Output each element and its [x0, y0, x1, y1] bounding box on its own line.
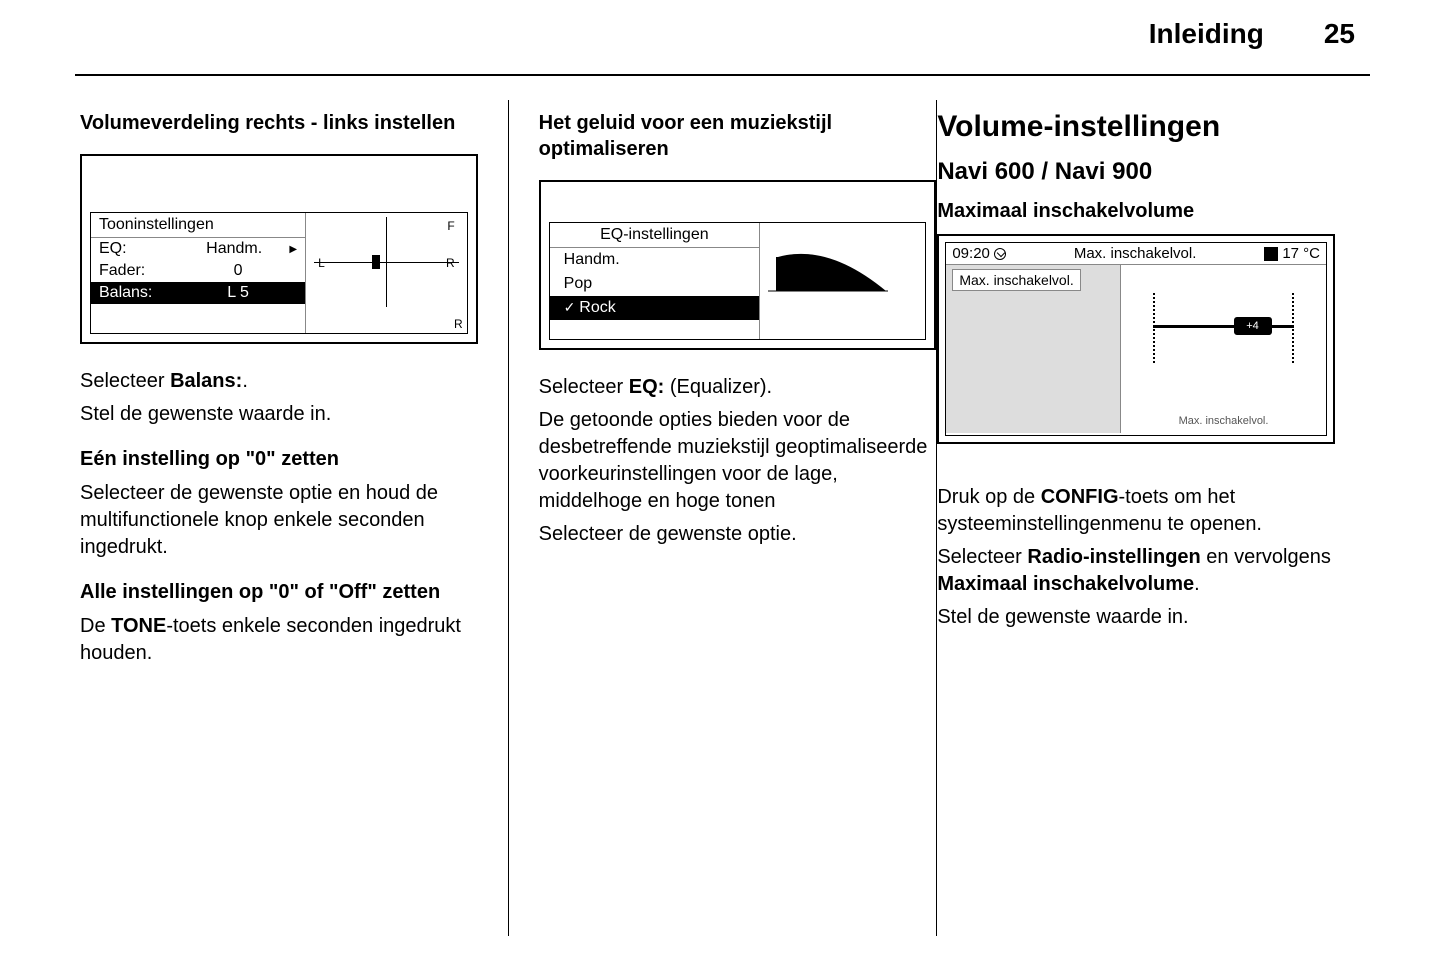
tone-eq-label: EQ:	[99, 240, 179, 258]
temperature-value: 17 °C	[1282, 245, 1320, 262]
col3-subheading: Navi 600 / Navi 900	[937, 158, 1335, 186]
column-2: Het geluid voor een muziekstijl optimali…	[509, 100, 937, 936]
col3-p2-prefix: Selecteer	[937, 546, 1027, 568]
eq-list: EQ-instellingen Handm. Pop Rock	[550, 223, 760, 339]
tone-panel: Tooninstellingen EQ: Handm. ▶ Fader: 0 B…	[90, 212, 468, 334]
header-divider	[75, 74, 1370, 76]
col3-p1-prefix: Druk op de	[937, 486, 1040, 508]
chevron-right-icon: ▶	[289, 244, 297, 255]
columns-container: Volumeverdeling rechts - links instellen…	[80, 100, 1365, 936]
col3-p1-bold: CONFIG	[1041, 486, 1119, 508]
page-header: Inleiding 25	[1149, 18, 1355, 50]
col1-p1: Selecteer Balans:.	[80, 368, 478, 395]
clock-icon	[994, 248, 1006, 260]
temperature: 17 °C	[1264, 245, 1320, 262]
tone-balance-label: Balans:	[99, 284, 179, 302]
col2-p3: Selecteer de gewenste optie.	[539, 521, 937, 548]
axis-label-r-bottom: R	[454, 317, 463, 331]
col2-heading: Het geluid voor een muziekstijl optimali…	[539, 110, 937, 162]
col1-p4: De TONE-toets enkele seconden ingedrukt …	[80, 613, 478, 667]
eq-item-rock[interactable]: Rock	[550, 296, 759, 320]
axis-label-l: L	[318, 256, 325, 270]
col3-p2-suffix: .	[1194, 573, 1200, 595]
eq-panel: EQ-instellingen Handm. Pop Rock	[549, 222, 927, 340]
col3-p3: Stel de gewenste waarde in.	[937, 604, 1335, 631]
col2-p1: Selecteer EQ: (Equalizer).	[539, 374, 937, 401]
volume-tab[interactable]: Max. inschakelvol.	[952, 269, 1080, 291]
volume-track	[1153, 325, 1294, 328]
col1-p1-bold: Balans:	[170, 370, 242, 392]
tone-balance-value: L 5	[179, 284, 297, 302]
col1-p2: Stel de gewenste waarde in.	[80, 401, 478, 428]
tone-settings-screenshot: Tooninstellingen EQ: Handm. ▶ Fader: 0 B…	[80, 154, 478, 344]
tone-row-fader[interactable]: Fader: 0	[91, 260, 305, 282]
col1-p3: Selecteer de gewenste optie en houd de m…	[80, 480, 478, 561]
col1-heading: Volumeverdeling rechts - links instellen	[80, 110, 478, 136]
col2-p1-suffix: (Equalizer).	[664, 376, 772, 398]
crosshair-horizontal	[314, 262, 459, 263]
page-number: 25	[1324, 18, 1355, 50]
col1-p1-suffix: .	[242, 370, 248, 392]
eq-curve-panel	[760, 223, 925, 339]
col3-subheading2: Maximaal inschakelvolume	[937, 198, 1335, 224]
col2-p2: De getoonde opties bieden voor de desbet…	[539, 407, 937, 515]
volume-right-panel: +4 Max. inschakelvol.	[1121, 265, 1326, 433]
eq-item-pop[interactable]: Pop	[550, 272, 759, 296]
volume-top-bar: 09:20 Max. inschakelvol. 17 °C	[946, 243, 1326, 265]
col1-h3: Alle instellingen op "0" of "Off" zetten	[80, 579, 478, 605]
column-3: Volume-instellingen Navi 600 / Navi 900 …	[937, 100, 1365, 936]
col1-p1-prefix: Selecteer	[80, 370, 170, 392]
clock-time: 09:20	[952, 245, 990, 262]
eq-item-handm[interactable]: Handm.	[550, 248, 759, 272]
column-1: Volumeverdeling rechts - links instellen…	[80, 100, 508, 936]
scale-dotline-right	[1292, 293, 1294, 363]
volume-screenshot: 09:20 Max. inschakelvol. 17 °C Max. insc…	[937, 234, 1335, 444]
col3-p2-bold1: Radio-instellingen	[1027, 546, 1200, 568]
axis-label-r-top: R	[446, 256, 455, 270]
tone-row-balance[interactable]: Balans: L 5	[91, 282, 305, 304]
col3-heading: Volume-instellingen	[937, 110, 1335, 144]
col1-h2: Eén instelling op "0" zetten	[80, 446, 478, 472]
volume-caption: Max. inschakelvol.	[1121, 415, 1326, 427]
header-section-title: Inleiding	[1149, 18, 1264, 50]
volume-slider[interactable]: +4	[1141, 293, 1306, 363]
tone-panel-title: Tooninstellingen	[91, 213, 305, 238]
tone-panel-left: Tooninstellingen EQ: Handm. ▶ Fader: 0 B…	[91, 213, 306, 333]
eq-header: EQ-instellingen	[550, 223, 759, 248]
col3-p2: Selecteer Radio-instellingen en vervolge…	[937, 544, 1335, 598]
scale-dotline-left	[1153, 293, 1155, 363]
volume-knob[interactable]: +4	[1234, 317, 1272, 335]
eq-curve-icon	[768, 253, 888, 293]
thermometer-icon	[1264, 247, 1278, 261]
volume-title: Max. inschakelvol.	[1006, 245, 1264, 262]
col1-p4-prefix: De	[80, 615, 111, 637]
tone-panel-right: F L R R	[306, 213, 467, 333]
tone-row-eq[interactable]: EQ: Handm. ▶	[91, 238, 305, 260]
tone-fader-label: Fader:	[99, 262, 179, 280]
col3-p1: Druk op de CONFIG-toets om het systeemin…	[937, 484, 1335, 538]
tone-eq-value: Handm.	[179, 240, 289, 258]
axis-label-f: F	[447, 219, 454, 233]
tone-fader-value: 0	[179, 262, 297, 280]
col2-p1-prefix: Selecteer	[539, 376, 629, 398]
volume-body: Max. inschakelvol. +4 Max. inschakelvol.	[946, 265, 1326, 433]
volume-panel: 09:20 Max. inschakelvol. 17 °C Max. insc…	[945, 242, 1327, 436]
col1-p4-bold: TONE	[111, 615, 166, 637]
col3-p2-mid: en vervolgens	[1201, 546, 1331, 568]
col3-p2-bold2: Maximaal inschakelvolume	[937, 573, 1194, 595]
clock: 09:20	[952, 245, 1006, 262]
volume-left-panel: Max. inschakelvol.	[946, 265, 1121, 433]
eq-settings-screenshot: EQ-instellingen Handm. Pop Rock	[539, 180, 937, 350]
balance-crosshair[interactable]: F L R	[314, 217, 459, 307]
balance-marker[interactable]	[372, 255, 380, 269]
col2-p1-bold: EQ:	[629, 376, 665, 398]
